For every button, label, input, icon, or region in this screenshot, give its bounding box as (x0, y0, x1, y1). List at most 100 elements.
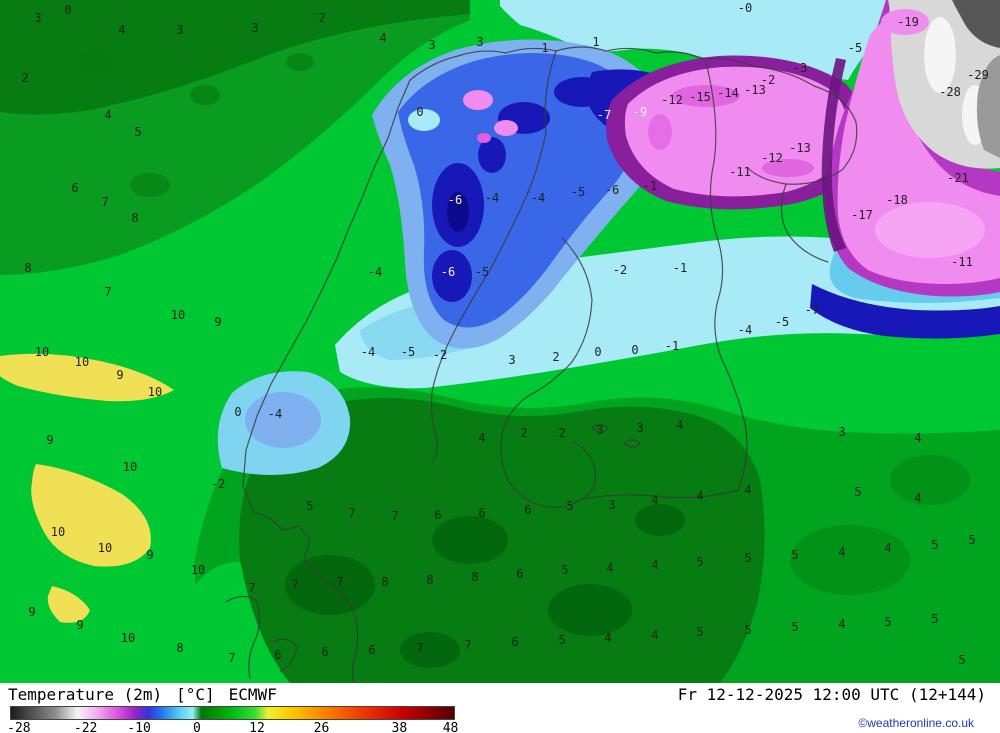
temp-label: -2 (433, 348, 447, 362)
copyright-link[interactable]: ©weatheronline.co.uk (858, 716, 974, 730)
temp-label: 3 (251, 21, 258, 35)
temp-label: 0 (631, 343, 638, 357)
south-norway-lightblue-core (245, 392, 321, 448)
temp-label: 5 (791, 548, 798, 562)
temp-label: 4 (651, 558, 658, 572)
temp-label: 9 (76, 618, 83, 632)
temp-label: 8 (131, 211, 138, 225)
temp-label: 4 (478, 431, 485, 445)
dark-green-patch (790, 525, 910, 595)
magenta-texture (648, 114, 672, 150)
temp-label: 3 (636, 421, 643, 435)
finland-border (581, 61, 748, 500)
temp-label: 4 (676, 418, 683, 432)
temp-label: 5 (558, 633, 565, 647)
temp-label: 6 (511, 635, 518, 649)
coast-pink-spot (494, 120, 518, 136)
temp-label: 10 (121, 631, 135, 645)
temp-label: -5 (571, 185, 585, 199)
temp-label: 2 (552, 350, 559, 364)
finnish-lakes (591, 424, 641, 448)
temp-label: 8 (381, 575, 388, 589)
navy-core (478, 137, 506, 173)
temp-label: 5 (884, 615, 891, 629)
temp-label: -1 (643, 179, 657, 193)
temp-label: -4 (368, 265, 382, 279)
temp-label: -4 (531, 191, 545, 205)
temp-label: 9 (28, 605, 35, 619)
temp-label: 7 (391, 509, 398, 523)
coast-magenta-spot (477, 133, 491, 143)
temp-label: 7 (416, 641, 423, 655)
temp-label: 4 (604, 631, 611, 645)
temp-label: -21 (947, 171, 969, 185)
colorbar-tick: 12 (249, 721, 265, 733)
temp-label: 10 (123, 460, 137, 474)
darkest-green-spot (285, 555, 375, 615)
colorbar-tick: 38 (391, 721, 408, 733)
temp-label: -12 (761, 151, 783, 165)
region-gray-mid-strip (976, 55, 1000, 158)
temp-label: 6 (274, 648, 281, 662)
footer: Temperature (2m) [°C] ECMWF Fr 12-12-2025 … (0, 683, 1000, 733)
temp-label: 6 (524, 503, 531, 517)
temp-label: 5 (931, 538, 938, 552)
norway-west-coastline (242, 79, 411, 575)
temperature-colorbar (10, 706, 455, 720)
temp-label: 9 (46, 433, 53, 447)
temp-label: 4 (104, 108, 111, 122)
temp-label: -17 (851, 208, 873, 222)
gray-area-pink-spot (881, 9, 929, 35)
temp-label: -4 (268, 407, 282, 421)
temp-label: 9 (116, 368, 123, 382)
temp-label: 8 (176, 641, 183, 655)
temp-label: 10 (191, 563, 205, 577)
region-east-navy-strip (810, 284, 1000, 339)
temp-label: -4 (738, 323, 752, 337)
darkest-green-spot (432, 516, 508, 564)
temp-label: 5 (744, 623, 751, 637)
temp-label: 10 (98, 541, 112, 555)
dark-green-patch (890, 455, 970, 505)
darkest-green-spot (400, 632, 460, 668)
region-top-cyan-strip (500, 0, 892, 80)
temp-label: 5 (561, 563, 568, 577)
temp-label: 4 (651, 493, 658, 507)
magenta-texture (672, 85, 740, 107)
temp-label: 4 (118, 23, 125, 37)
temp-label: -12 (661, 93, 683, 107)
temp-label: -13 (744, 83, 766, 97)
temp-label: 1 (592, 35, 599, 49)
navy-core (432, 250, 472, 302)
temp-label: -2 (613, 263, 627, 277)
temp-label: 6 (71, 181, 78, 195)
temp-label: 7 (248, 581, 255, 595)
temp-label: -0 (738, 1, 752, 15)
temp-label: 0 (416, 105, 423, 119)
coast-cyan-spot (408, 109, 440, 131)
kola-coastline (747, 85, 858, 185)
darkest-green-spot (635, 504, 685, 536)
temp-label: 6 (516, 567, 523, 581)
temp-label: 9 (214, 315, 221, 329)
temp-label: 7 (228, 651, 235, 665)
temp-label: 3 (608, 498, 615, 512)
temp-label: 4 (744, 483, 751, 497)
dark-green-spot (77, 50, 113, 74)
temp-label: 2 (318, 11, 325, 25)
temp-label: -11 (729, 165, 751, 179)
region-top-dark-green-strip (0, 0, 470, 115)
temp-label: -13 (789, 141, 811, 155)
light-pink-core (875, 202, 985, 258)
temp-label: 8 (471, 570, 478, 584)
region-yellow-patch-north (0, 353, 174, 402)
temp-label: -11 (951, 255, 973, 269)
temp-label: 4 (914, 491, 921, 505)
temp-label: -28 (939, 85, 961, 99)
denmark-coastline (225, 595, 298, 679)
temp-label: 3 (176, 23, 183, 37)
temp-label: 8 (24, 261, 31, 275)
temp-label: 5 (791, 620, 798, 634)
